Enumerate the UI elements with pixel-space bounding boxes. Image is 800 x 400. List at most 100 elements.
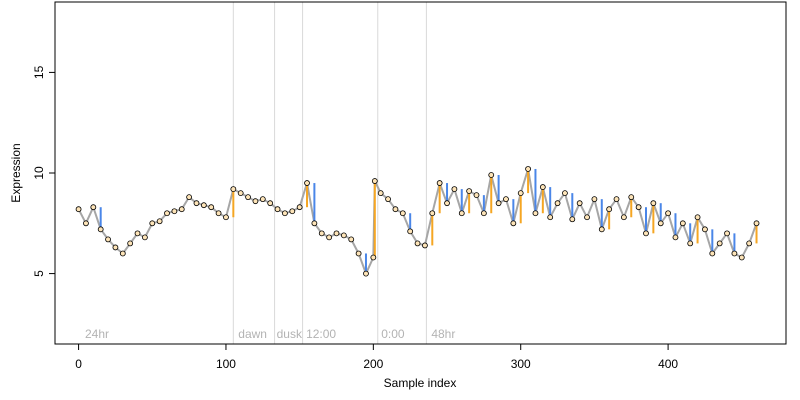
annotation-1: dawn: [238, 327, 267, 341]
x-tick-label-4: 400: [658, 357, 678, 371]
data-point-0: [75, 206, 82, 213]
data-point-64: [539, 184, 546, 190]
data-point-67: [562, 190, 568, 197]
data-point-41: [371, 178, 378, 184]
data-point-87: [709, 250, 716, 257]
data-point-9: [142, 234, 148, 241]
data-point-89: [724, 230, 730, 237]
data-point-61: [517, 190, 524, 197]
data-point-85: [694, 214, 701, 221]
y-tick-label-0: 5: [32, 270, 46, 277]
data-point-26: [267, 200, 274, 207]
data-point-31: [304, 180, 310, 186]
series: [75, 166, 760, 277]
data-point-79: [650, 200, 657, 207]
data-point-17: [200, 202, 207, 209]
separators: [232, 2, 427, 344]
data-point-14: [178, 206, 185, 213]
y-axis-title: Expression: [9, 143, 23, 202]
data-point-51: [444, 200, 450, 207]
data-point-13: [171, 208, 178, 215]
data-point-15: [186, 194, 193, 201]
data-point-8: [134, 230, 141, 237]
data-point-29: [289, 208, 296, 215]
data-point-5: [112, 244, 119, 251]
data-point-24: [252, 198, 259, 205]
data-point-4: [105, 236, 111, 243]
data-point-45: [399, 210, 406, 217]
data-point-57: [488, 172, 495, 178]
data-point-16: [193, 200, 200, 207]
data-point-54: [466, 188, 473, 195]
series-line-0: [77, 168, 758, 275]
annotation-0: 24hr: [85, 327, 109, 341]
data-point-69: [576, 200, 583, 207]
data-point-47: [414, 240, 421, 247]
data-point-23: [245, 194, 251, 201]
data-point-53: [458, 210, 465, 217]
data-point-38: [355, 250, 362, 257]
data-point-70: [584, 214, 590, 221]
data-point-27: [274, 206, 281, 213]
data-point-88: [716, 240, 723, 247]
data-point-32: [311, 220, 318, 227]
data-point-40: [370, 254, 377, 261]
data-point-60: [510, 220, 517, 227]
data-point-74: [613, 196, 620, 203]
data-point-84: [687, 240, 694, 247]
x-tick-label-1: 100: [216, 357, 236, 371]
data-point-91: [738, 254, 745, 261]
data-point-55: [473, 192, 480, 199]
data-point-11: [156, 218, 163, 225]
data-point-80: [657, 220, 664, 227]
data-point-12: [164, 210, 170, 217]
data-point-39: [363, 270, 369, 277]
annotation-2: dusk: [277, 327, 303, 341]
data-point-59: [503, 196, 509, 203]
data-point-66: [554, 200, 561, 207]
data-point-52: [451, 186, 458, 192]
data-point-7: [127, 240, 134, 247]
data-point-35: [333, 230, 340, 237]
data-point-83: [679, 220, 686, 227]
data-point-86: [702, 226, 708, 233]
annotations: 24hr dawn dusk 12:00 0:00 48hr: [85, 327, 455, 341]
data-point-28: [282, 210, 288, 217]
annotation-4: 0:00: [381, 327, 405, 341]
annotation-5: 48hr: [431, 327, 455, 341]
data-point-25: [259, 196, 266, 203]
data-point-3: [97, 226, 104, 233]
data-point-78: [643, 230, 649, 237]
data-point-90: [731, 250, 738, 257]
data-point-56: [480, 210, 487, 217]
data-point-42: [377, 190, 384, 197]
data-point-49: [429, 210, 436, 217]
y-axis: 5 10 15: [32, 65, 56, 277]
data-point-48: [422, 242, 428, 249]
data-point-92: [746, 240, 753, 247]
data-point-22: [237, 190, 244, 197]
data-point-65: [547, 214, 554, 221]
x-axis: 0 100 200 300 400: [75, 343, 678, 371]
data-point-58: [495, 200, 502, 207]
data-point-76: [628, 194, 635, 201]
data-point-44: [392, 206, 399, 213]
x-tick-label-3: 300: [511, 357, 531, 371]
plot-frame: [54, 1, 787, 345]
data-point-81: [665, 210, 671, 217]
data-point-63: [532, 210, 539, 217]
data-point-62: [525, 166, 531, 172]
data-point-68: [569, 216, 576, 223]
data-point-72: [598, 226, 605, 233]
data-point-73: [606, 206, 613, 213]
data-point-37: [348, 236, 355, 243]
data-point-36: [340, 232, 347, 239]
data-point-6: [119, 250, 126, 257]
y-tick-label-2: 15: [32, 65, 46, 79]
data-point-93: [753, 220, 760, 227]
data-point-82: [672, 234, 679, 241]
data-point-71: [591, 196, 598, 203]
data-point-19: [215, 210, 222, 217]
data-point-20: [223, 214, 229, 221]
